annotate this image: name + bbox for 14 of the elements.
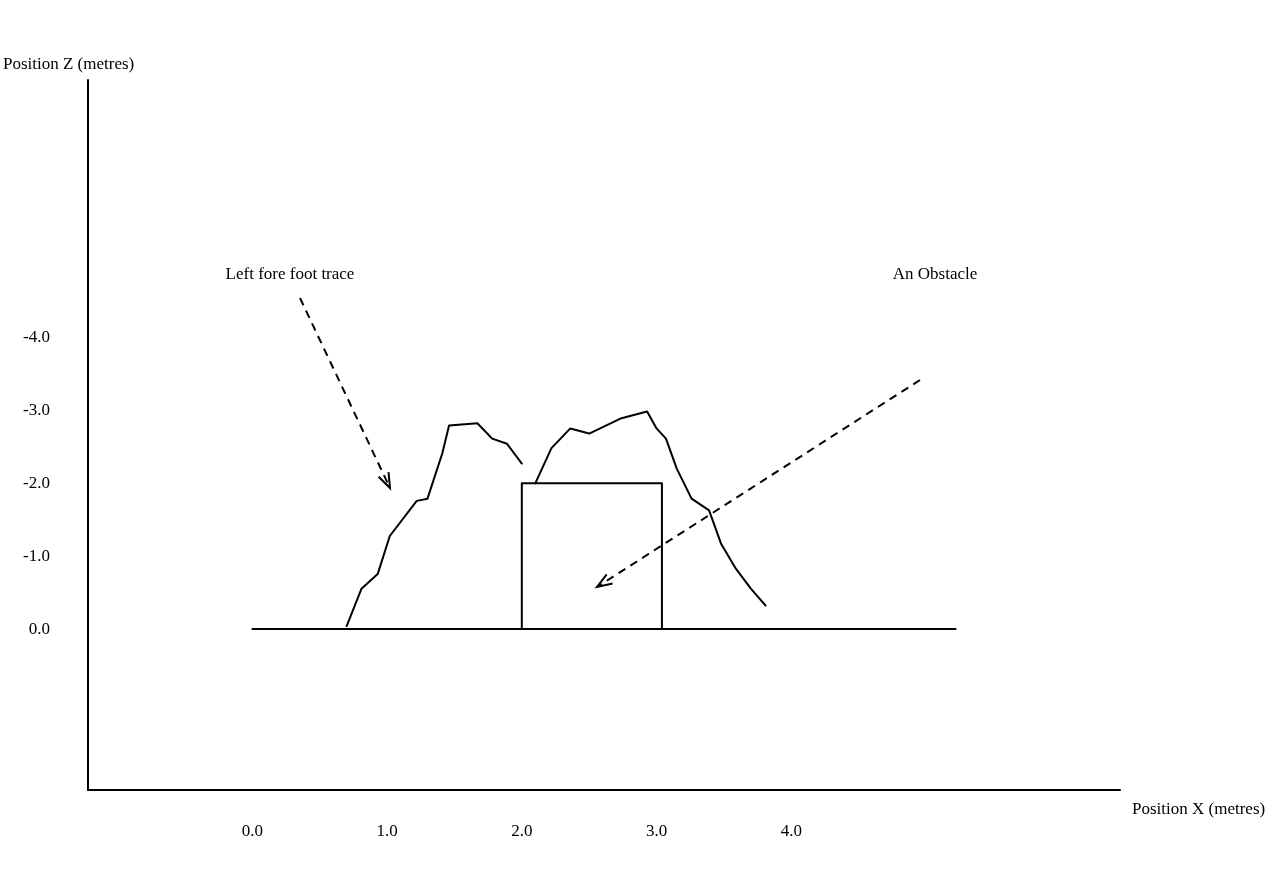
x-tick-label: 2.0 bbox=[511, 821, 533, 840]
y-tick-label: -3.0 bbox=[23, 399, 50, 419]
y-tick-label: -4.0 bbox=[23, 326, 50, 346]
y-tick-label: 0.0 bbox=[28, 619, 50, 639]
y-tick-label: -1.0 bbox=[23, 546, 50, 566]
y-tick-label: -2.0 bbox=[23, 473, 50, 493]
annotation: Left fore foot trace bbox=[225, 263, 355, 283]
x-axis-title: Position X (metres) bbox=[1132, 798, 1266, 818]
x-tick-label: 3.0 bbox=[645, 821, 668, 840]
x-tick-label: 1.0 bbox=[376, 821, 398, 840]
y-axis-title: Position Z (metres) bbox=[3, 54, 135, 73]
x-tick-label: 4.0 bbox=[780, 821, 802, 840]
annotation: An Obstacle bbox=[892, 263, 978, 283]
x-tick-label: 0.0 bbox=[241, 821, 263, 840]
